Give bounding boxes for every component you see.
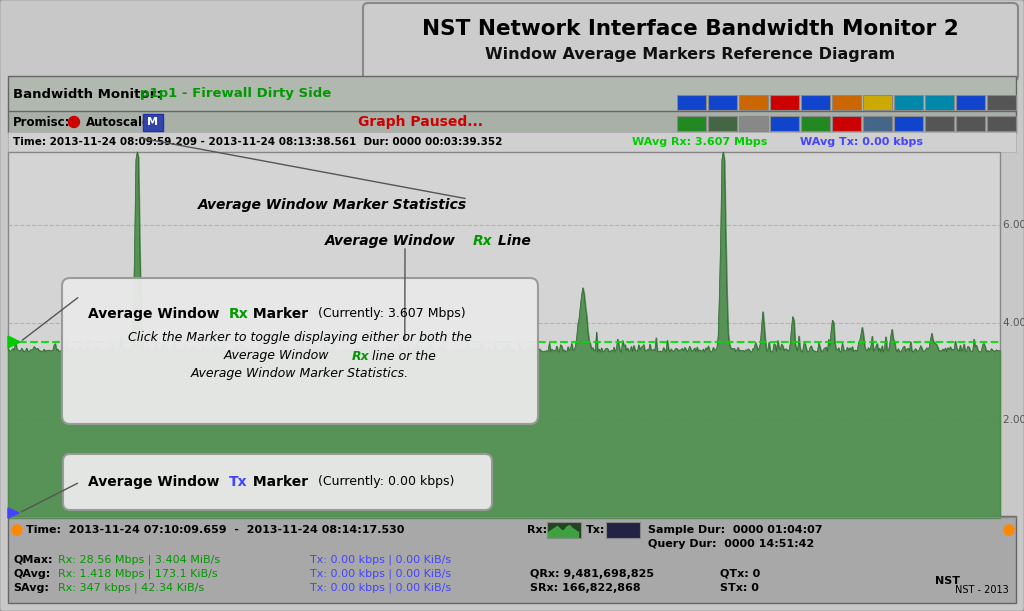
- Text: NST - 2013: NST - 2013: [955, 585, 1009, 595]
- Text: NST Network Interface Bandwidth Monitor 2: NST Network Interface Bandwidth Monitor …: [422, 19, 958, 39]
- Text: Autoscale:: Autoscale:: [86, 115, 156, 128]
- Text: Marker: Marker: [248, 475, 313, 489]
- Circle shape: [12, 525, 22, 535]
- Bar: [8, 152, 1000, 518]
- Text: (Currently: 3.607 Mbps): (Currently: 3.607 Mbps): [318, 307, 466, 321]
- Text: Rx: Rx: [229, 307, 249, 321]
- Text: Rx: Rx: [352, 349, 370, 362]
- Bar: [8, 132, 1016, 152]
- Circle shape: [1004, 525, 1014, 535]
- Text: M: M: [147, 117, 159, 127]
- Text: Tx:: Tx:: [586, 525, 605, 535]
- Bar: [8, 76, 1016, 112]
- Text: line or the: line or the: [368, 349, 436, 362]
- Text: SAvg:: SAvg:: [13, 583, 49, 593]
- Text: Bandwidth Monitor:: Bandwidth Monitor:: [13, 87, 162, 100]
- Polygon shape: [8, 336, 20, 348]
- FancyBboxPatch shape: [770, 95, 799, 110]
- FancyBboxPatch shape: [863, 116, 892, 131]
- FancyBboxPatch shape: [987, 116, 1016, 131]
- FancyBboxPatch shape: [63, 454, 492, 510]
- Bar: [8, 111, 1016, 133]
- Text: Rx: Rx: [473, 234, 493, 248]
- Text: Average Window Marker Statistics: Average Window Marker Statistics: [198, 198, 467, 212]
- Text: Average Window: Average Window: [88, 307, 224, 321]
- Text: (Currently: 0.00 kbps): (Currently: 0.00 kbps): [318, 475, 455, 489]
- Text: Promisc:: Promisc:: [13, 115, 71, 128]
- Text: Average Window: Average Window: [223, 349, 333, 362]
- Text: QRx: 9,481,698,825: QRx: 9,481,698,825: [530, 569, 654, 579]
- FancyBboxPatch shape: [801, 116, 830, 131]
- FancyBboxPatch shape: [770, 116, 799, 131]
- Text: Rx: 347 kbps | 42.34 KiB/s: Rx: 347 kbps | 42.34 KiB/s: [58, 583, 204, 593]
- FancyBboxPatch shape: [708, 95, 737, 110]
- Text: SRx: 166,822,868: SRx: 166,822,868: [530, 583, 641, 593]
- FancyBboxPatch shape: [362, 3, 1018, 81]
- Text: 2.00 Mbps: 2.00 Mbps: [1002, 415, 1024, 425]
- Text: WAvg Rx: 3.607 Mbps: WAvg Rx: 3.607 Mbps: [632, 137, 767, 147]
- FancyBboxPatch shape: [894, 116, 923, 131]
- Text: Rx:: Rx:: [527, 525, 547, 535]
- Bar: [606, 522, 640, 538]
- FancyBboxPatch shape: [863, 95, 892, 110]
- FancyBboxPatch shape: [801, 95, 830, 110]
- Text: STx: 0: STx: 0: [720, 583, 759, 593]
- Text: 6.00 Mbps: 6.00 Mbps: [1002, 220, 1024, 230]
- Text: Marker: Marker: [248, 307, 313, 321]
- Text: Time: 2013-11-24 08:09:59.209 - 2013-11-24 08:13:38.561  Dur: 0000 00:03:39.352: Time: 2013-11-24 08:09:59.209 - 2013-11-…: [13, 137, 503, 147]
- Text: Tx: 0.00 kbps | 0.00 KiB/s: Tx: 0.00 kbps | 0.00 KiB/s: [310, 583, 452, 593]
- FancyBboxPatch shape: [708, 116, 737, 131]
- Text: Tx: Tx: [229, 475, 248, 489]
- Text: Time:  2013-11-24 07:10:09.659  -  2013-11-24 08:14:17.530: Time: 2013-11-24 07:10:09.659 - 2013-11-…: [26, 525, 404, 535]
- Text: Rx: 1.418 Mbps | 173.1 KiB/s: Rx: 1.418 Mbps | 173.1 KiB/s: [58, 569, 218, 579]
- FancyBboxPatch shape: [956, 95, 985, 110]
- Text: Query Dur:  0000 14:51:42: Query Dur: 0000 14:51:42: [648, 539, 814, 549]
- Polygon shape: [8, 508, 19, 518]
- FancyBboxPatch shape: [739, 95, 768, 110]
- Text: Tx: 0.00 kbps | 0.00 KiB/s: Tx: 0.00 kbps | 0.00 KiB/s: [310, 569, 452, 579]
- Text: Average Window: Average Window: [88, 475, 224, 489]
- FancyBboxPatch shape: [894, 95, 923, 110]
- Text: 4.00 Mbps: 4.00 Mbps: [1002, 318, 1024, 327]
- Bar: [8, 516, 1016, 603]
- Text: p1p1 - Firewall Dirty Side: p1p1 - Firewall Dirty Side: [140, 87, 331, 100]
- Circle shape: [69, 117, 80, 128]
- Text: Graph Paused...: Graph Paused...: [357, 115, 482, 129]
- FancyBboxPatch shape: [739, 116, 768, 131]
- Text: Sample Dur:  0000 01:04:07: Sample Dur: 0000 01:04:07: [648, 525, 822, 535]
- Text: Average Window Marker Statistics.: Average Window Marker Statistics.: [190, 367, 409, 381]
- Text: QAvg:: QAvg:: [13, 569, 50, 579]
- FancyBboxPatch shape: [987, 95, 1016, 110]
- FancyBboxPatch shape: [925, 116, 954, 131]
- Text: WAvg Tx: 0.00 kbps: WAvg Tx: 0.00 kbps: [800, 137, 923, 147]
- Text: Rx: 28.56 Mbps | 3.404 MiB/s: Rx: 28.56 Mbps | 3.404 MiB/s: [58, 555, 220, 565]
- Text: Window Average Markers Reference Diagram: Window Average Markers Reference Diagram: [485, 48, 895, 62]
- Text: Line: Line: [493, 234, 530, 248]
- FancyBboxPatch shape: [677, 95, 706, 110]
- Text: QTx: 0: QTx: 0: [720, 569, 760, 579]
- Bar: [547, 522, 581, 538]
- Text: Average Window: Average Window: [325, 234, 461, 248]
- FancyBboxPatch shape: [831, 95, 861, 110]
- Text: Tx: 0.00 kbps | 0.00 KiB/s: Tx: 0.00 kbps | 0.00 KiB/s: [310, 555, 452, 565]
- FancyBboxPatch shape: [925, 95, 954, 110]
- FancyBboxPatch shape: [956, 116, 985, 131]
- Text: QMax:: QMax:: [13, 555, 52, 565]
- Text: NST: NST: [935, 576, 961, 586]
- Text: Click the Marker to toggle displaying either or both the: Click the Marker to toggle displaying ei…: [128, 332, 472, 345]
- FancyBboxPatch shape: [143, 114, 163, 131]
- FancyBboxPatch shape: [677, 116, 706, 131]
- FancyBboxPatch shape: [831, 116, 861, 131]
- FancyBboxPatch shape: [62, 278, 538, 424]
